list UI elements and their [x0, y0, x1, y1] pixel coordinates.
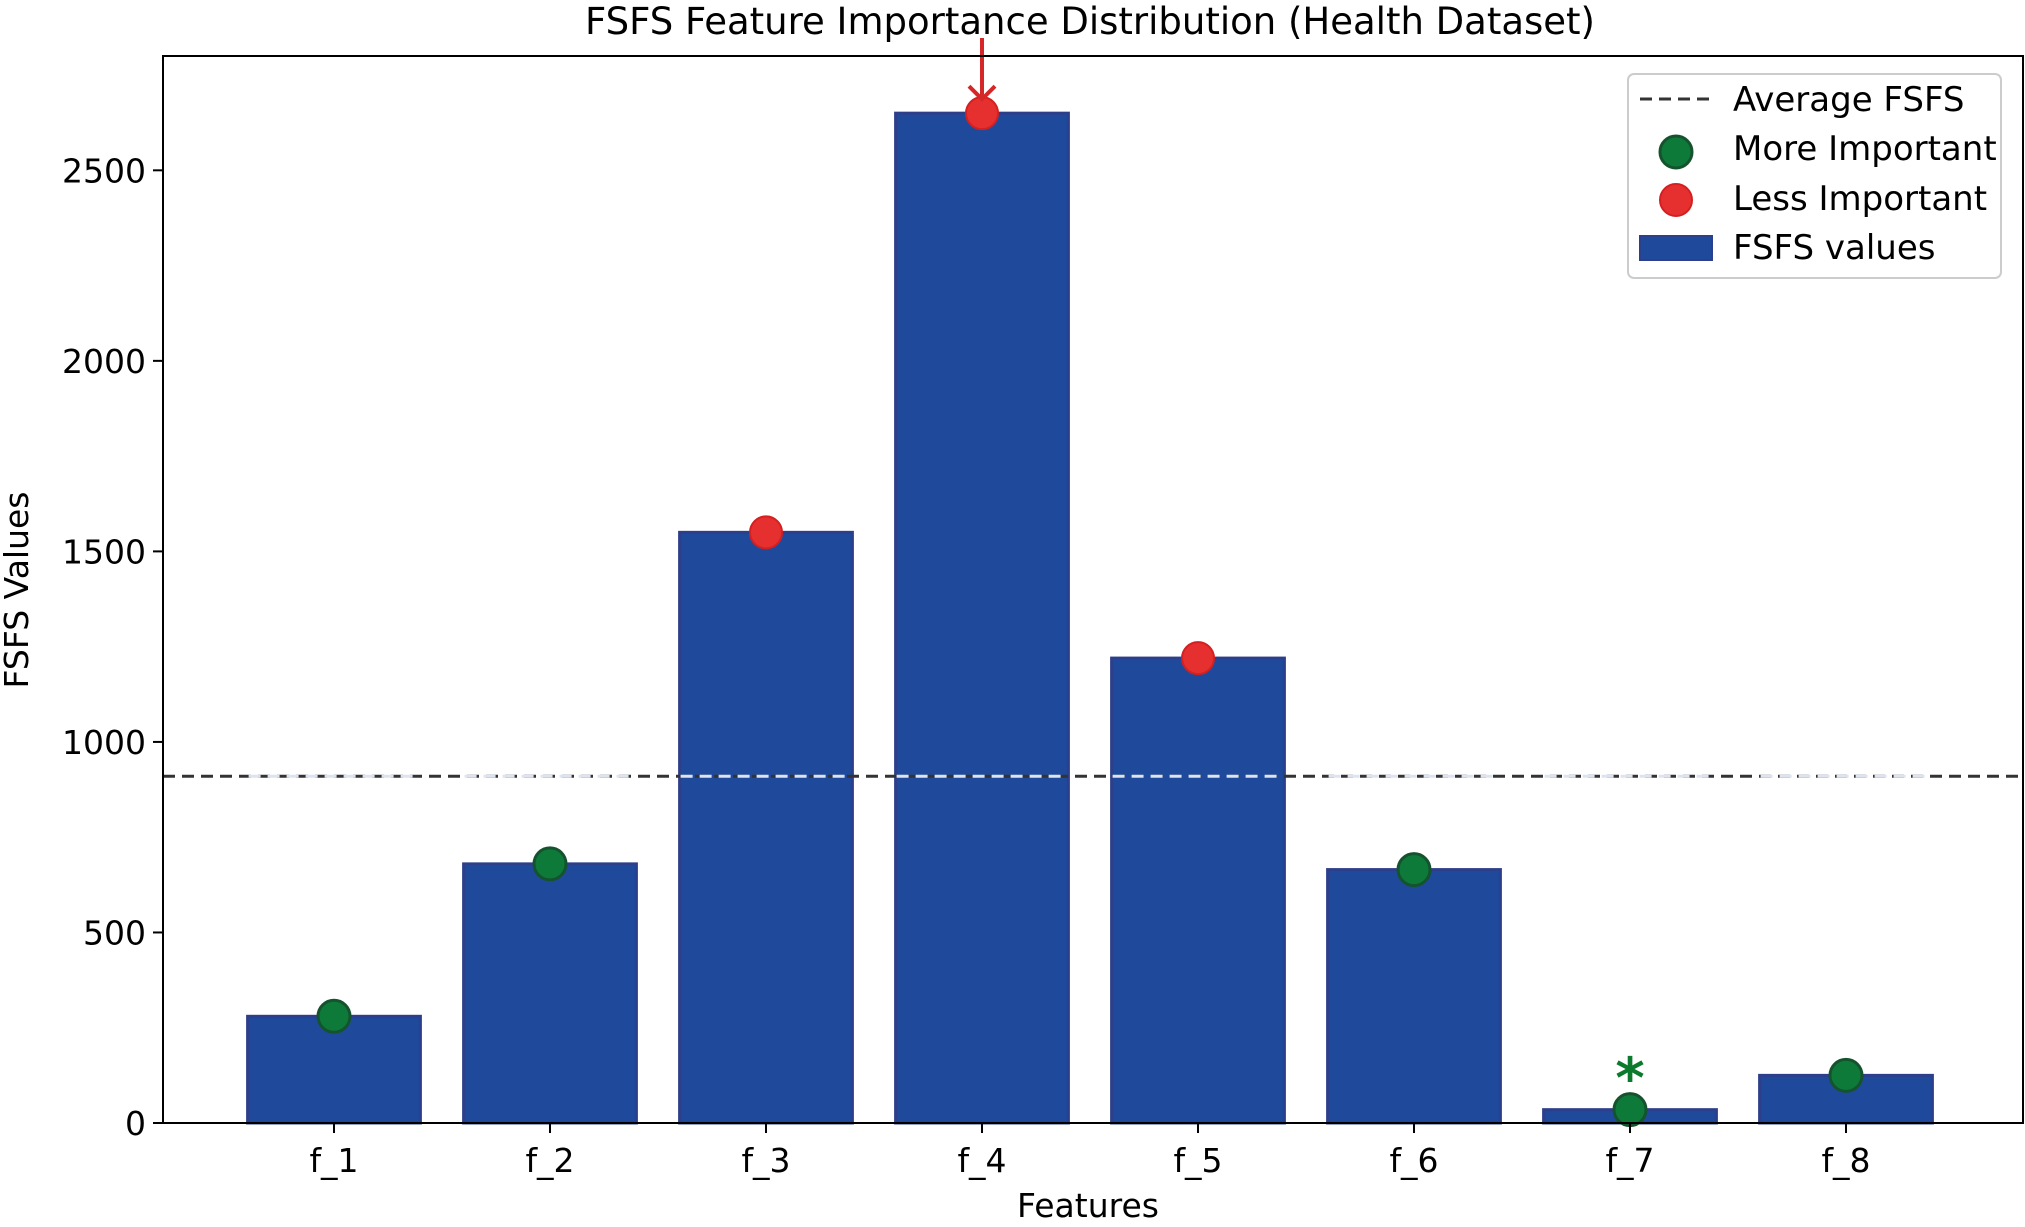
x-tick-label-f_5: f_5 — [1173, 1141, 1222, 1180]
y-tick-label-1500: 1500 — [62, 532, 146, 571]
annotations-layer: * — [967, 38, 1645, 1112]
plot-frame — [162, 55, 2024, 1124]
y-axis-title: FSFS Values — [0, 491, 36, 688]
x-tick-label-f_2: f_2 — [525, 1141, 574, 1180]
x-tick-label-f_4: f_4 — [957, 1141, 1006, 1180]
bar-f_3 — [678, 530, 854, 1125]
bar-f_1 — [246, 1014, 422, 1125]
x-tick-label-f_3: f_3 — [741, 1141, 790, 1180]
legend-bars-swatch — [1639, 235, 1713, 261]
marker-f_2 — [532, 846, 568, 882]
bar-f_5 — [1110, 656, 1286, 1125]
y-axis: 0 500 1000 1500 2000 2500 — [62, 151, 163, 1143]
y-tick-label-2000: 2000 — [62, 342, 146, 381]
bar-f_6 — [1326, 868, 1502, 1125]
x-tick-label-f_6: f_6 — [1389, 1141, 1438, 1180]
chart-title: FSFS Feature Importance Distribution (He… — [585, 0, 1595, 43]
legend-frame — [1627, 73, 2002, 279]
legend: Average FSFS More Important Less Importa… — [1627, 73, 2002, 279]
y-tick-label-0: 0 — [125, 1104, 146, 1143]
bar-f_4 — [894, 111, 1070, 1125]
y-tick-label-500: 500 — [83, 913, 146, 952]
x-axis-title: Features — [1017, 1186, 1159, 1222]
x-tick-label-f_7: f_7 — [1605, 1141, 1654, 1180]
marker-f_6 — [1396, 852, 1432, 888]
marker-f_8 — [1828, 1057, 1864, 1093]
x-axis: f_1 f_2 f_3 f_4 f_5 f_6 f_7 f_8 — [309, 1123, 1871, 1180]
x-tick-label-f_8: f_8 — [1821, 1141, 1870, 1180]
legend-less-swatch — [1659, 183, 1693, 217]
legend-more-swatch — [1658, 134, 1694, 170]
bar-f_2 — [462, 862, 638, 1125]
marker-f_5 — [1181, 641, 1215, 676]
arrow-head-f_4 — [967, 84, 997, 102]
star-annotation-f_7: * — [1615, 1047, 1644, 1112]
legend-less-label: Less Important — [1733, 179, 1987, 219]
y-tick-label-2500: 2500 — [62, 151, 146, 190]
x-tick-label-f_1: f_1 — [309, 1141, 358, 1180]
legend-bars-label: FSFS values — [1733, 228, 1935, 268]
legend-more-label: More Important — [1733, 129, 1997, 169]
marker-f_3 — [749, 515, 783, 550]
y-tick-label-1000: 1000 — [62, 723, 146, 762]
markers-layer — [316, 96, 1864, 1128]
marker-f_1 — [316, 998, 352, 1034]
legend-average-label: Average FSFS — [1733, 80, 1965, 120]
